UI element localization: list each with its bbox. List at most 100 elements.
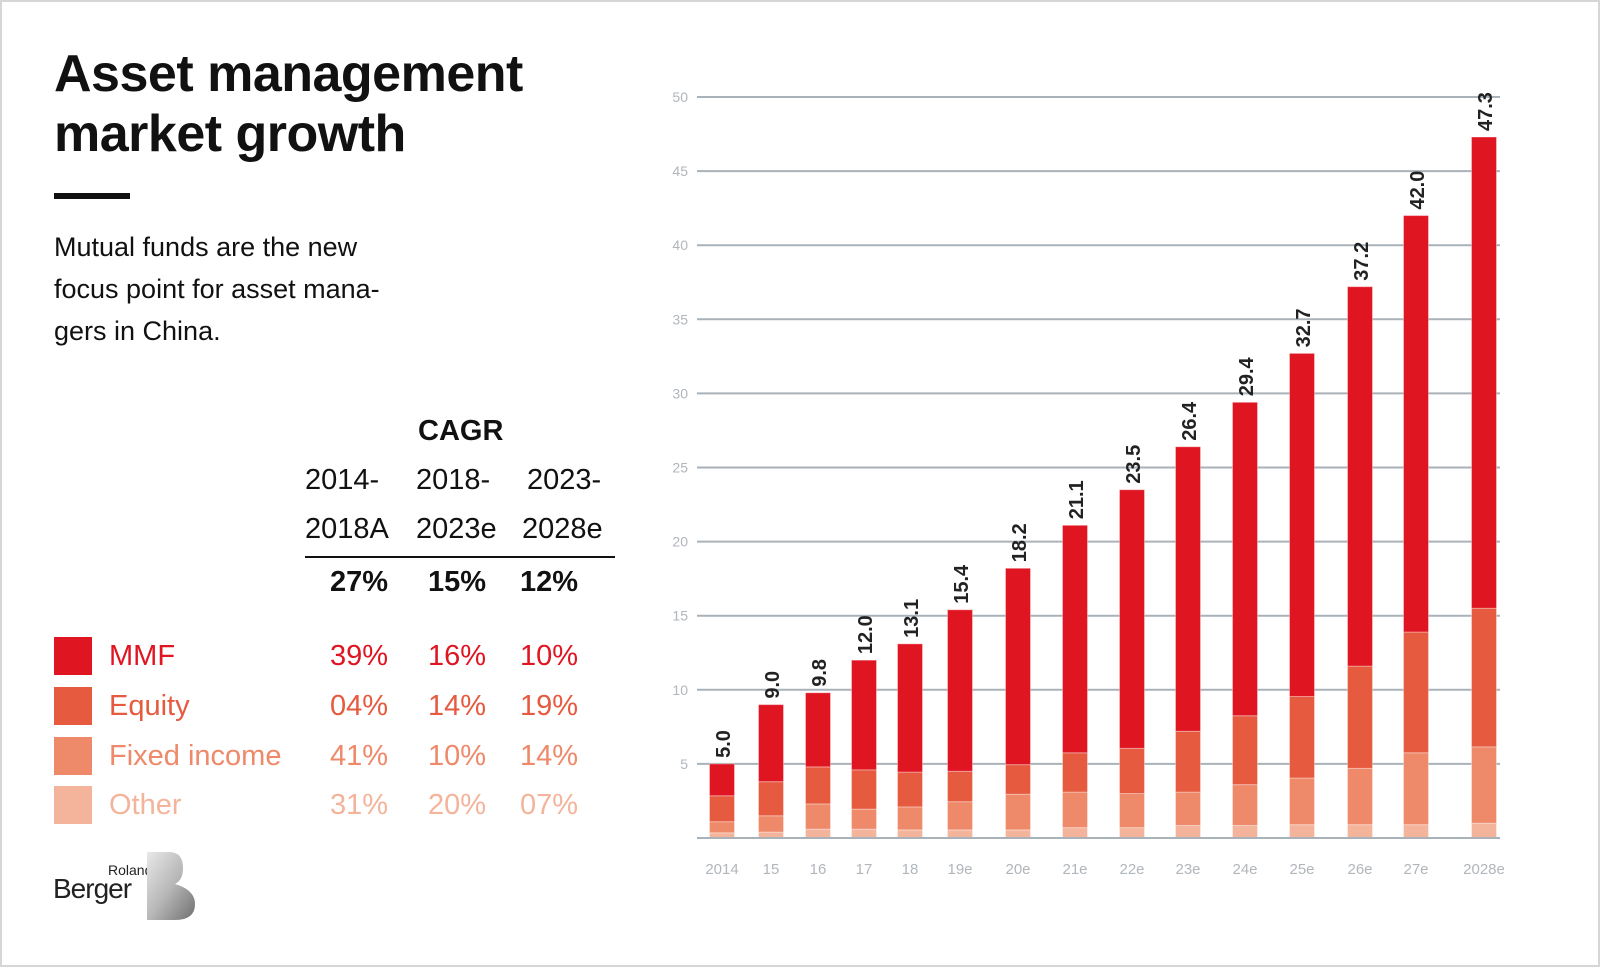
bar-segment-fixed-income	[851, 808, 877, 830]
bar-segment-mmf	[1005, 567, 1031, 766]
total-data-label: 12.0	[855, 615, 877, 654]
y-tick-label: 40	[672, 237, 688, 253]
bar-segment-equity	[1471, 607, 1497, 748]
total-data-label: 9.0	[762, 671, 784, 699]
period-header: 2028e	[522, 513, 603, 545]
x-tick-label: 25e	[1289, 861, 1314, 878]
bar-segment-fixed-income	[1062, 791, 1088, 829]
bar-segment-fixed-income	[1005, 793, 1031, 831]
legend-label: Fixed income	[109, 740, 282, 772]
cagr-value: 14%	[428, 690, 487, 722]
title-line-1: Asset management	[54, 45, 523, 103]
bar-segment-other	[947, 829, 973, 839]
bar-segment-mmf	[1289, 352, 1315, 697]
y-tick-label: 45	[672, 163, 688, 179]
total-data-label: 32.7	[1293, 308, 1315, 347]
total-data-label: 5.0	[713, 730, 735, 758]
period-header: 2018-	[416, 464, 491, 496]
cagr-value: 04%	[330, 690, 389, 722]
total-data-label: 15.4	[951, 564, 973, 604]
subtitle-line: focus point for asset mana-	[54, 274, 380, 304]
cagr-value: 41%	[330, 740, 389, 772]
header-underline	[305, 556, 615, 558]
period-header: 2014-	[305, 464, 380, 496]
bar-segment-other	[1119, 827, 1145, 839]
legend-swatch-other	[54, 786, 92, 824]
x-tick-label: 2028e	[1463, 861, 1505, 878]
total-cagr: 27%	[330, 566, 389, 598]
x-tick-label: 18	[902, 861, 919, 878]
bar-segment-other	[1289, 824, 1315, 839]
bar-segment-equity	[758, 781, 784, 817]
y-tick-label: 10	[672, 682, 688, 698]
total-data-label: 9.8	[809, 659, 831, 687]
bar-segment-fixed-income	[947, 801, 973, 831]
cagr-value: 31%	[330, 789, 389, 821]
bar-segment-other	[805, 828, 831, 839]
bar-segment-equity	[1289, 695, 1315, 779]
bar-segment-equity	[947, 770, 973, 803]
x-tick-label: 26e	[1347, 861, 1372, 878]
cagr-value: 16%	[428, 640, 487, 672]
bar-segment-mmf	[709, 763, 735, 797]
bar-segment-mmf	[851, 659, 877, 771]
x-tick-label: 16	[810, 861, 827, 878]
logo-text: Berger	[53, 873, 132, 904]
bar-segment-mmf	[1471, 136, 1497, 609]
bar-segment-other	[1232, 824, 1258, 839]
bar-segment-other	[1175, 824, 1201, 839]
bar-segment-other	[851, 828, 877, 839]
subtitle: Mutual funds are the new focus point for…	[54, 226, 474, 352]
period-header: 2023e	[416, 513, 497, 545]
subtitle-line: gers in China.	[54, 316, 221, 346]
legend-label: Equity	[109, 690, 190, 722]
bar-segment-fixed-income	[1471, 746, 1497, 824]
total-data-label: 42.0	[1407, 171, 1429, 210]
bar-segment-equity	[1062, 752, 1088, 793]
bar-segment-fixed-income	[805, 803, 831, 830]
legend-label: MMF	[109, 640, 176, 672]
bar-segment-equity	[1347, 665, 1373, 769]
period-header: 2023-	[527, 464, 602, 496]
bar-segment-equity	[805, 766, 831, 805]
y-tick-label: 30	[672, 385, 688, 401]
y-tick-label: 5	[680, 756, 688, 772]
cagr-value: 20%	[428, 789, 487, 821]
bar-segment-mmf	[805, 692, 831, 768]
bar-segment-fixed-income	[897, 806, 923, 831]
subtitle-line: Mutual funds are the new	[54, 232, 358, 262]
x-tick-label: 21e	[1062, 861, 1087, 878]
bar-segment-mmf	[1175, 446, 1201, 732]
y-tick-label: 25	[672, 460, 688, 476]
period-header: 2018A	[305, 513, 389, 545]
logo-b-mark	[147, 852, 195, 920]
bar-segment-equity	[709, 795, 735, 823]
page-title: Asset management market growth	[54, 44, 523, 164]
logo-text: Roland	[108, 862, 153, 878]
legend-swatch-fixed-income	[54, 737, 92, 775]
bar-segment-mmf	[947, 609, 973, 772]
bar-segment-equity	[1005, 764, 1031, 795]
bar-segment-mmf	[758, 704, 784, 783]
bar-segment-other	[897, 829, 923, 839]
total-data-label: 47.3	[1475, 92, 1497, 131]
bar-segment-mmf	[897, 643, 923, 773]
bar-segment-equity	[851, 769, 877, 810]
y-tick-label: 50	[672, 89, 688, 105]
bar-segment-equity	[1403, 631, 1429, 754]
x-tick-label: 2014	[705, 861, 738, 878]
total-data-label: 23.5	[1123, 445, 1145, 484]
cagr-value: 10%	[428, 740, 487, 772]
y-tick-label: 15	[672, 608, 688, 624]
bar-segment-fixed-income	[1232, 784, 1258, 826]
cagr-value: 10%	[520, 640, 579, 672]
x-tick-label: 15	[763, 861, 780, 878]
total-cagr: 15%	[428, 566, 487, 598]
bar-segment-fixed-income	[1175, 791, 1201, 826]
bar-segment-equity	[1232, 715, 1258, 786]
bar-segment-other	[1403, 824, 1429, 839]
cagr-value: 39%	[330, 640, 389, 672]
bar-segment-equity	[897, 771, 923, 808]
